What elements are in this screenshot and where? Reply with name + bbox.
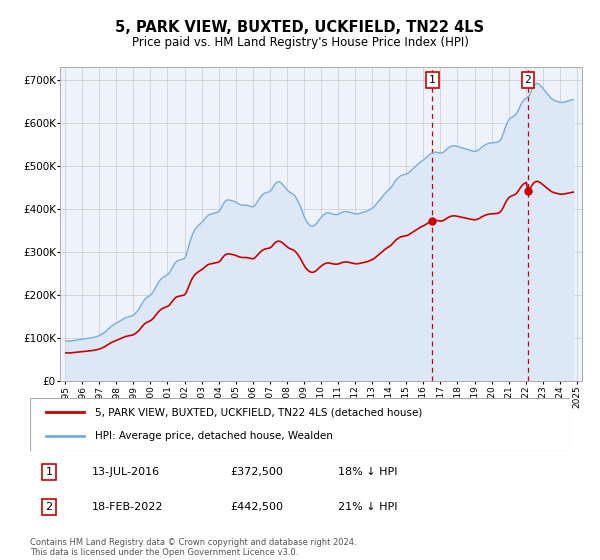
Text: 5, PARK VIEW, BUXTED, UCKFIELD, TN22 4LS: 5, PARK VIEW, BUXTED, UCKFIELD, TN22 4LS	[115, 20, 485, 35]
Text: 13-JUL-2016: 13-JUL-2016	[92, 467, 160, 477]
Text: £372,500: £372,500	[230, 467, 283, 477]
Text: 1: 1	[429, 75, 436, 85]
Text: 1: 1	[46, 467, 52, 477]
Text: Price paid vs. HM Land Registry's House Price Index (HPI): Price paid vs. HM Land Registry's House …	[131, 36, 469, 49]
Text: £442,500: £442,500	[230, 502, 283, 512]
Text: 5, PARK VIEW, BUXTED, UCKFIELD, TN22 4LS (detached house): 5, PARK VIEW, BUXTED, UCKFIELD, TN22 4LS…	[95, 408, 422, 418]
Text: 18% ↓ HPI: 18% ↓ HPI	[338, 467, 397, 477]
Text: 2: 2	[524, 75, 531, 85]
Text: 2: 2	[46, 502, 52, 512]
Text: 21% ↓ HPI: 21% ↓ HPI	[338, 502, 397, 512]
Text: 18-FEB-2022: 18-FEB-2022	[92, 502, 164, 512]
Text: HPI: Average price, detached house, Wealden: HPI: Average price, detached house, Weal…	[95, 431, 332, 441]
Text: Contains HM Land Registry data © Crown copyright and database right 2024.
This d: Contains HM Land Registry data © Crown c…	[30, 538, 356, 557]
FancyBboxPatch shape	[30, 398, 570, 451]
